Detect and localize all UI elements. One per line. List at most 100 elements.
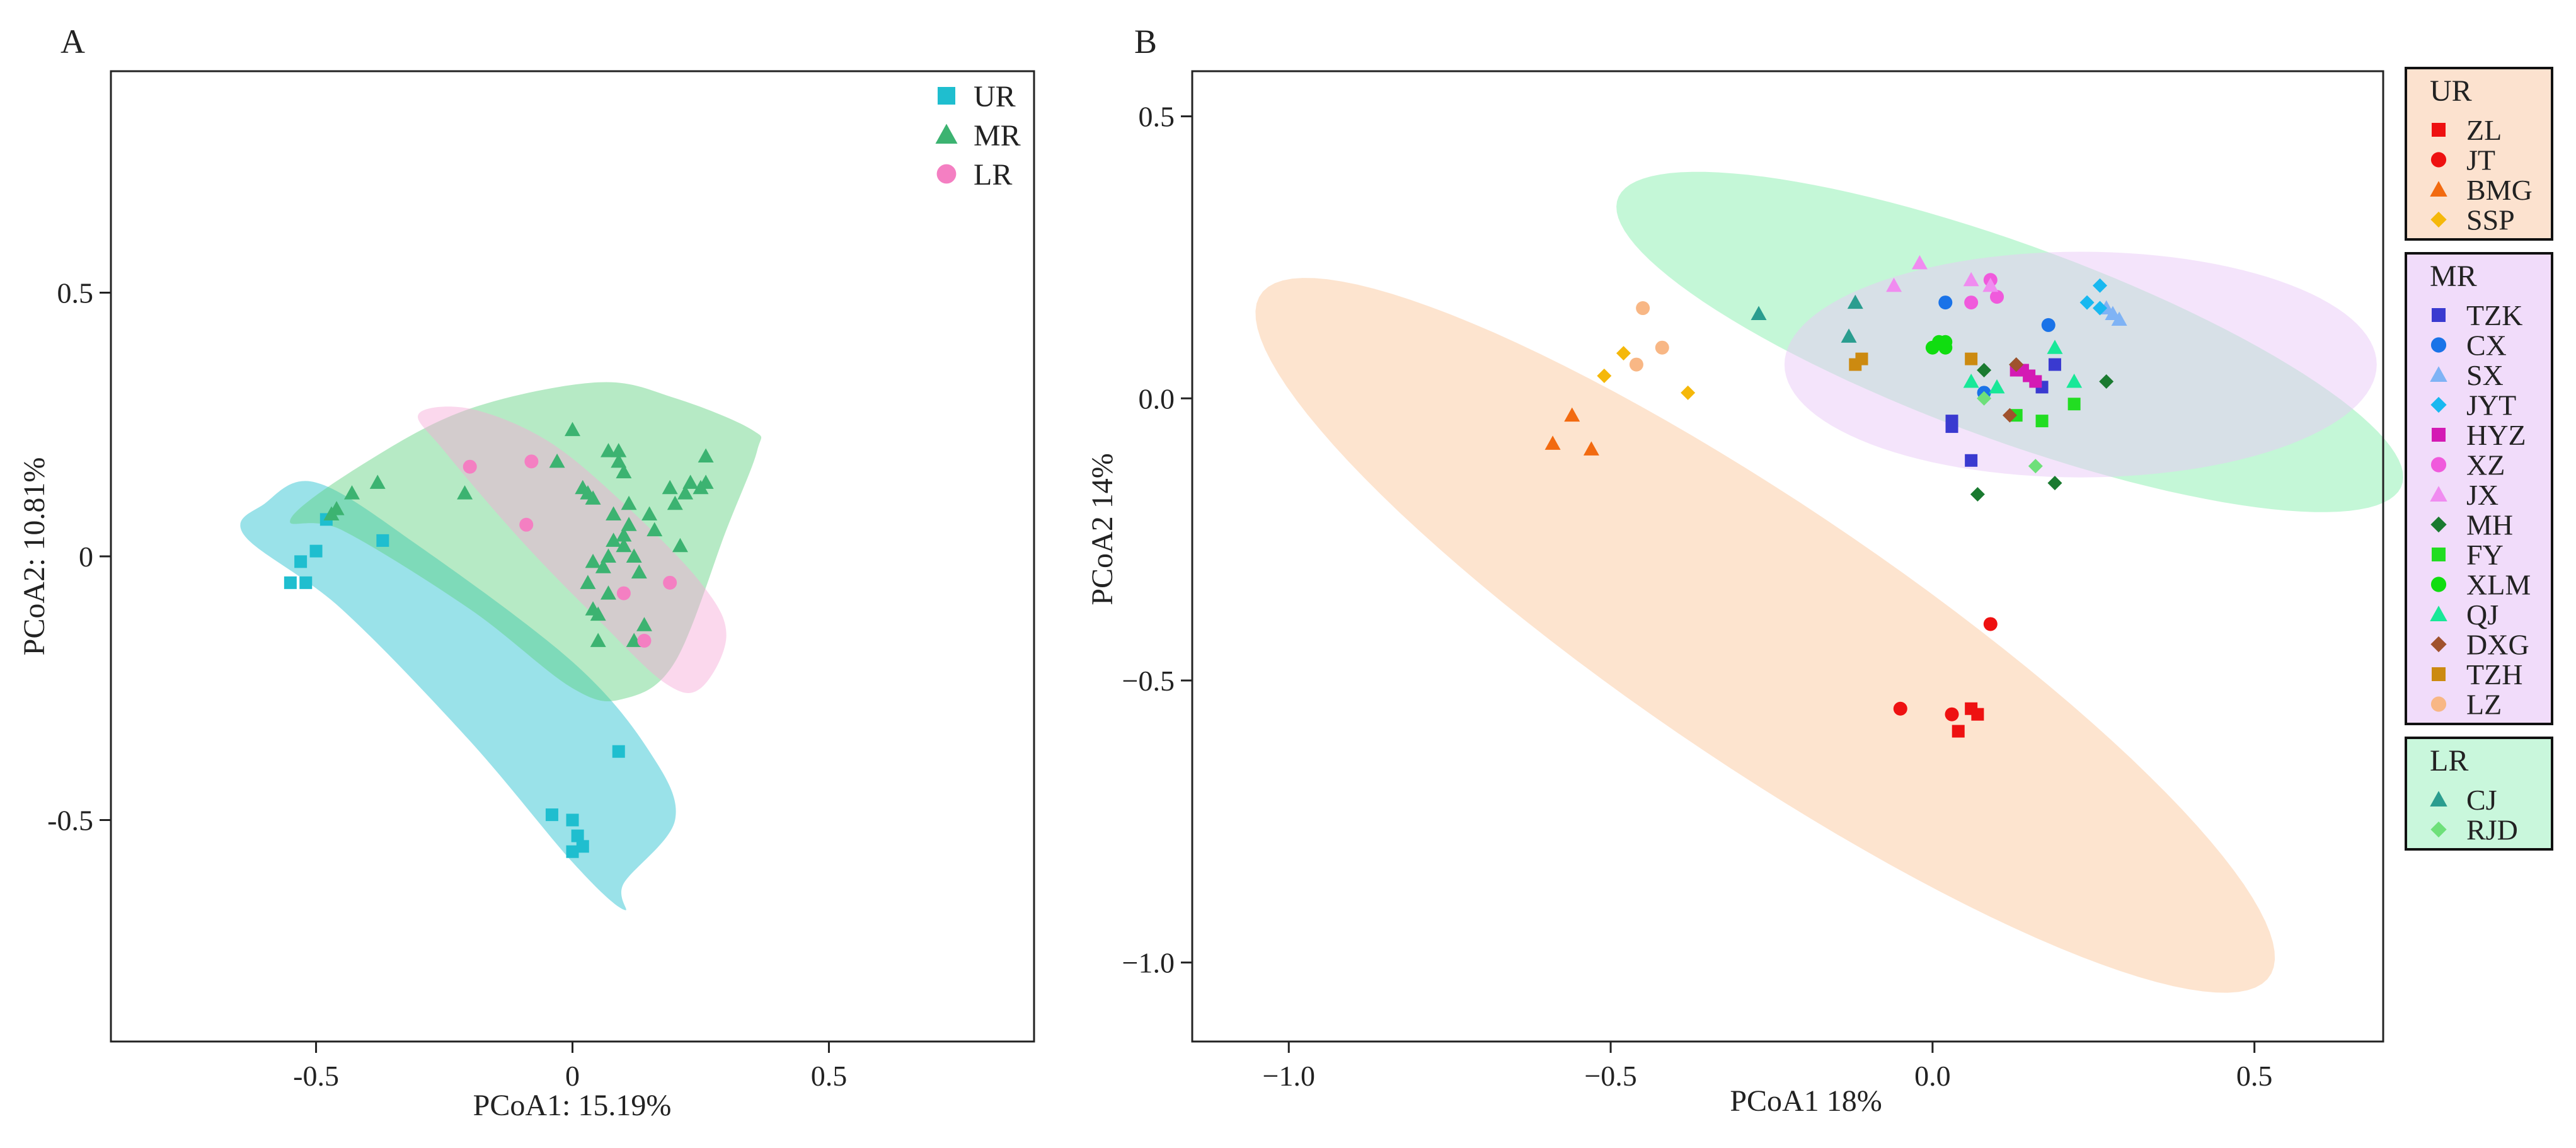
legend-marker-lz (2430, 696, 2447, 712)
legend-marker-zl (2432, 123, 2446, 137)
legend-label-zl: ZL (2466, 114, 2502, 146)
y-tick-label: -0.5 (47, 804, 93, 836)
panel-a-ticks: -0.5 0 0.5 -0.5 0 0.5 (47, 277, 847, 1092)
legend-marker-rjd (2430, 821, 2447, 838)
point-xz (1990, 290, 2004, 304)
x-tick-label: −1.0 (1263, 1060, 1315, 1092)
y-tick-label: 0 (79, 541, 93, 573)
point-lz (1636, 301, 1650, 316)
hull-ur (240, 481, 676, 910)
point-lr (637, 633, 652, 648)
legend-label-rjd: RJD (2466, 814, 2518, 846)
legend-label-lz: LZ (2466, 689, 2502, 721)
point-ur (571, 829, 584, 842)
x-tick-label: 0.5 (811, 1060, 848, 1092)
legend-marker-qj (2430, 606, 2447, 621)
point-mr (621, 495, 637, 510)
point-bmg (1544, 435, 1561, 450)
point-jyt (2092, 301, 2107, 316)
point-ur (566, 813, 579, 827)
point-cx (2041, 318, 2056, 332)
point-jx (1911, 255, 1928, 270)
point-mr (611, 443, 627, 457)
point-lr (463, 459, 477, 474)
point-ur (299, 576, 313, 589)
legend-marker-ssp (2430, 211, 2447, 228)
y-tick-label: −0.5 (1122, 665, 1175, 697)
point-cj (1841, 328, 1857, 343)
panel-a: A -0.5 0 0.5 -0.5 0 0.5 PCoA1: 15.19% PCoA2: … (18, 23, 1035, 1122)
x-tick-label: 0.5 (2236, 1060, 2273, 1092)
legend-marker-mr (935, 123, 958, 144)
point-xz (1964, 296, 1979, 310)
point-mr (457, 485, 473, 500)
point-fy (2035, 415, 2049, 428)
legend-label-sx: SX (2466, 359, 2504, 391)
point-ssp (1681, 385, 1696, 400)
panel-a-x-axis-label: PCoA1: 15.19% (473, 1089, 672, 1122)
point-cj (1751, 306, 1767, 320)
point-zl (1971, 708, 1984, 721)
legend-box-mr (2405, 252, 2553, 725)
legend-label-dxg: DXG (2466, 629, 2529, 661)
legend-label-mh: MH (2466, 509, 2513, 541)
point-jt (1893, 701, 1907, 716)
legend-title-mr: MR (2430, 260, 2477, 293)
point-qj (2047, 340, 2063, 354)
ellipse-lr (1784, 251, 2377, 478)
point-mr (647, 522, 663, 537)
legend-label-jt: JT (2466, 144, 2495, 176)
point-xlm (1932, 335, 1946, 349)
point-mr (682, 474, 699, 489)
point-ur (376, 534, 389, 547)
point-ur (545, 808, 558, 822)
legend-label-jx: JX (2466, 479, 2498, 511)
legend-marker-dxg (2430, 636, 2447, 653)
point-mr (595, 559, 611, 573)
point-mr (606, 506, 622, 521)
point-lr (524, 454, 539, 469)
panel-a-hulls (240, 382, 762, 910)
panel-b-y-axis-label: PCoA2 14% (1086, 453, 1119, 605)
point-mr (698, 474, 714, 489)
legend-label-cx: CX (2466, 330, 2507, 362)
point-mr (641, 506, 658, 521)
point-mr (590, 633, 606, 647)
panel-b-ellipses (1255, 171, 2403, 993)
point-mr (677, 485, 694, 500)
legend-marker-jyt (2430, 396, 2447, 413)
point-mr (616, 464, 632, 479)
legend-marker-tzk (2432, 308, 2446, 322)
point-ur (294, 555, 308, 568)
ellipse-ur (1255, 278, 2275, 993)
point-dxg (2009, 357, 2024, 372)
point-mr (565, 422, 580, 437)
point-jx (1886, 277, 1902, 292)
point-zl (1952, 725, 1965, 738)
y-tick-label: 0.5 (1139, 101, 1175, 133)
legend-title-lr: LR (2430, 744, 2468, 778)
panel-a-points (284, 422, 714, 858)
point-mr (636, 617, 652, 631)
panel-b-x-axis-label: PCoA1 18% (1730, 1084, 1882, 1118)
legend-label-tzk: TZK (2466, 299, 2522, 331)
panel-b-frame (1191, 70, 2384, 1043)
legend-marker-ur (938, 87, 955, 105)
y-tick-label: −1.0 (1122, 947, 1175, 979)
point-lr (663, 575, 677, 590)
panel-b-points (1544, 255, 2127, 738)
panel-a-legend: UR MR LR (935, 80, 1021, 192)
point-jt (1983, 617, 1998, 631)
point-jx (1963, 272, 1979, 287)
legend-label-jyt: JYT (2466, 389, 2516, 422)
point-mr (626, 548, 642, 563)
legend-label-xz: XZ (2466, 449, 2505, 481)
point-lr (519, 517, 534, 532)
point-ur (576, 840, 589, 853)
panel-a-label: A (60, 23, 85, 60)
point-jx (1982, 277, 1999, 292)
point-rjd (2028, 459, 2043, 474)
point-tzk (1965, 454, 1978, 467)
legend-label-ur: UR (974, 80, 1016, 113)
